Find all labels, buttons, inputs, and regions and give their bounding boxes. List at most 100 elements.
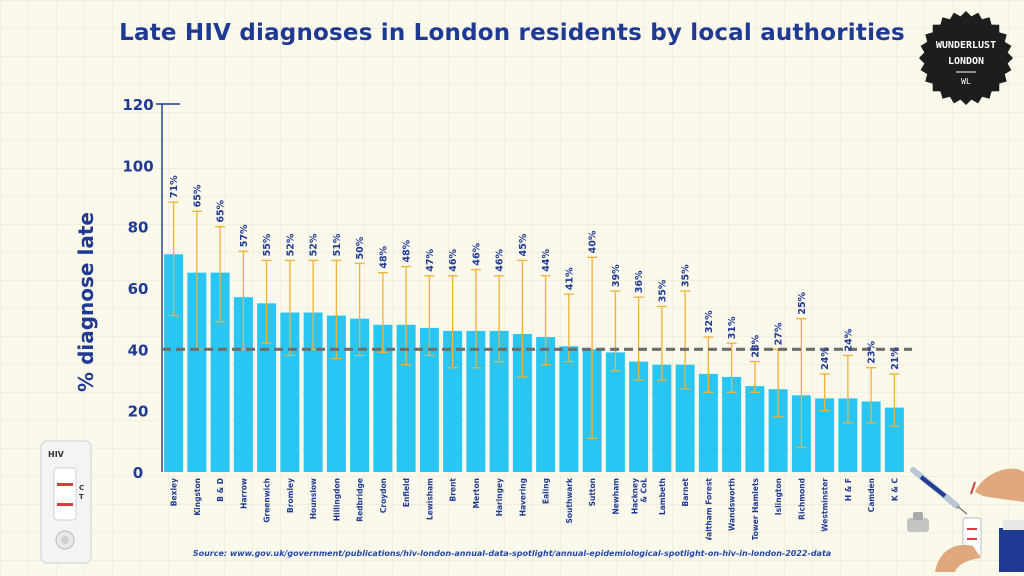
data-label: 31% <box>727 316 738 339</box>
data-label: 39% <box>611 264 622 287</box>
bar <box>884 407 904 472</box>
bar <box>257 303 277 472</box>
bar <box>280 312 300 472</box>
bar <box>396 324 416 472</box>
x-tick-label: Lewisham <box>425 478 434 520</box>
bottle-icon <box>907 512 929 532</box>
bar <box>210 272 230 472</box>
data-label: 65% <box>216 199 227 222</box>
hand-icon <box>970 468 1024 502</box>
x-tick-label: Islington <box>774 478 783 515</box>
x-tick-label: Richmond <box>797 478 806 520</box>
x-tick-label-line2: & CoL <box>640 478 649 503</box>
x-tick-label: Redbridge <box>356 478 365 522</box>
bar <box>187 272 207 472</box>
logo-line-1: WUNDERLUST <box>936 40 996 51</box>
data-label: 48% <box>378 245 389 268</box>
x-tick-label: Kingston <box>193 478 202 516</box>
x-tick-label: Westminster <box>821 478 830 532</box>
bar <box>698 373 718 472</box>
logo-badge <box>919 11 1013 105</box>
x-tick-label: B & D <box>216 478 225 502</box>
data-label: 55% <box>262 233 273 256</box>
second-hand-icon <box>935 545 981 572</box>
x-tick-label: Hounslow <box>309 478 318 519</box>
bar <box>745 386 765 472</box>
bar <box>652 364 672 472</box>
x-tick-label: Croydon <box>379 478 388 513</box>
bar <box>815 398 835 472</box>
bar <box>675 364 695 472</box>
bar <box>512 334 532 472</box>
data-label: 50% <box>355 236 366 259</box>
bar <box>629 361 649 472</box>
x-tick-label: Tower Hamlets <box>751 477 760 540</box>
y-tick-label: 100 <box>122 157 153 175</box>
data-label: 52% <box>285 233 296 256</box>
y-axis-label: % diagnose late <box>74 212 98 392</box>
x-tick-label: Bexley <box>170 478 179 506</box>
bar <box>443 330 463 472</box>
data-label: 46% <box>495 249 506 272</box>
x-tick-label: K & C <box>890 478 899 502</box>
data-label: 52% <box>309 233 320 256</box>
source-citation: Source: www.gov.uk/government/publicatio… <box>192 549 832 558</box>
data-label: 21% <box>890 347 901 370</box>
kit-window <box>53 467 77 521</box>
data-label: 27% <box>774 322 785 345</box>
data-label: 23% <box>867 341 878 364</box>
bar <box>350 318 370 472</box>
logo-line-3: WL <box>961 77 971 86</box>
data-label: 44% <box>541 249 552 272</box>
bar <box>722 376 742 472</box>
x-tick-label: Haringey <box>495 478 504 516</box>
data-label: 40% <box>588 230 599 253</box>
bar <box>233 297 253 472</box>
x-tick-label: Sutton <box>588 478 597 506</box>
x-tick-label: Newham <box>611 478 620 515</box>
data-label: 35% <box>681 264 692 287</box>
bar <box>861 401 881 472</box>
data-label: 57% <box>239 224 250 247</box>
y-tick-label: 60 <box>128 280 149 298</box>
logo-line-2: LONDON <box>948 56 984 67</box>
data-label: 45% <box>518 233 529 256</box>
x-tick-labels-group: Bexley Kingston B & D Harrow Greenwich Bromle… <box>170 477 900 540</box>
data-label: 48% <box>402 239 413 262</box>
data-label: 71% <box>169 175 180 198</box>
x-tick-label: Wandsworth <box>728 478 737 531</box>
x-tick-label: Lambeth <box>658 478 667 515</box>
wunderlust-logo: WUNDERLUST LONDON WL <box>919 11 1013 105</box>
bar <box>466 330 486 472</box>
x-tick-label: Greenwich <box>263 478 272 523</box>
data-label: 51% <box>332 233 343 256</box>
x-tick-label: Harrow <box>239 478 248 509</box>
y-tick-label: 120 <box>122 96 153 114</box>
data-label: 46% <box>471 242 482 265</box>
bar <box>536 337 556 472</box>
bar <box>489 330 509 472</box>
data-label: 36% <box>634 270 645 293</box>
kit-sample-well-inner <box>61 536 69 544</box>
x-tick-label: Southwark <box>565 477 574 524</box>
bar <box>768 389 788 472</box>
bar <box>164 254 184 472</box>
chart-title: Late HIV diagnoses in London residents b… <box>119 20 905 46</box>
y-axis: 0 20 40 60 80 100 120 <box>122 96 180 482</box>
data-label: 35% <box>657 279 668 302</box>
x-tick-label: Ealing <box>542 478 551 504</box>
x-tick-label: H & F <box>844 478 853 501</box>
bar <box>605 352 625 472</box>
y-tick-label: 20 <box>128 403 149 421</box>
x-tick-label: Brent <box>449 478 458 502</box>
x-tick-label: Enfield <box>402 478 411 507</box>
error-bars-group <box>168 201 900 449</box>
x-tick-label: Barnet <box>681 478 690 507</box>
y-tick-label: 0 <box>133 464 143 482</box>
y-tick-label: 80 <box>128 219 149 237</box>
x-tick-label: Waltham Forest <box>704 478 713 540</box>
x-tick-label: Havering <box>518 478 527 516</box>
kit-t-label: T <box>79 493 84 501</box>
kit-c-label: C <box>79 484 84 492</box>
bars-group <box>164 254 904 472</box>
